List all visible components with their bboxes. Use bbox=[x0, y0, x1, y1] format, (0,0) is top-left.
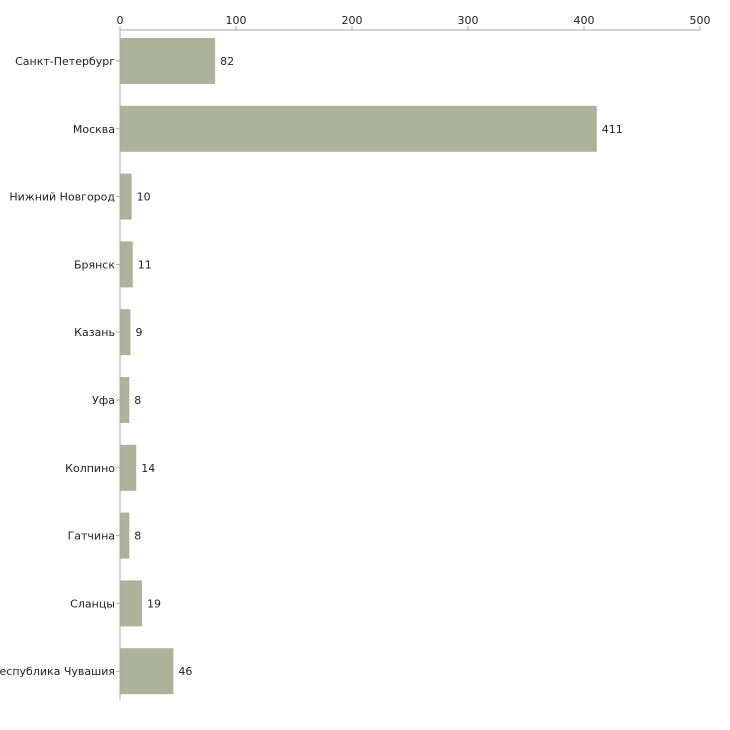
bar bbox=[120, 648, 174, 695]
x-tick-label: 500 bbox=[690, 14, 711, 27]
bar bbox=[120, 309, 131, 356]
data-label: 82 bbox=[220, 55, 234, 68]
category-label: Гатчина bbox=[68, 530, 115, 543]
category-label: Сланцы bbox=[70, 597, 115, 610]
bars bbox=[120, 38, 597, 695]
bar bbox=[120, 105, 597, 152]
data-label: 46 bbox=[178, 665, 192, 678]
x-tick-label: 200 bbox=[342, 14, 363, 27]
x-tick-label: 400 bbox=[574, 14, 595, 27]
data-label: 411 bbox=[602, 123, 623, 136]
x-tick-label: 0 bbox=[117, 14, 124, 27]
data-label: 9 bbox=[135, 326, 142, 339]
x-tick-label: 100 bbox=[226, 14, 247, 27]
bar bbox=[120, 512, 130, 559]
x-axis: 0 100 200 300 400 500 bbox=[116, 14, 711, 700]
bar bbox=[120, 38, 216, 84]
bar bbox=[120, 444, 137, 491]
data-label: 8 bbox=[134, 530, 141, 543]
data-label: 10 bbox=[137, 191, 151, 204]
labels: Санкт-Петербург 82 Москва 411 Нижний Новгоро… bbox=[0, 55, 623, 678]
category-label: Брянск bbox=[74, 258, 115, 271]
category-label: Москва bbox=[73, 123, 115, 136]
data-label: 8 bbox=[134, 394, 141, 407]
category-label: Колпино bbox=[65, 462, 115, 475]
category-label: Казань bbox=[74, 326, 115, 339]
bar bbox=[120, 173, 132, 220]
category-label: Республика Чувашия bbox=[0, 665, 115, 678]
category-label: Уфа bbox=[92, 394, 115, 407]
bar bbox=[120, 580, 143, 627]
data-label: 19 bbox=[147, 597, 161, 610]
bar bbox=[120, 377, 130, 423]
data-label: 11 bbox=[138, 258, 152, 271]
x-tick-label: 300 bbox=[458, 14, 479, 27]
data-label: 14 bbox=[141, 462, 155, 475]
category-label: Нижний Новгород bbox=[9, 191, 115, 204]
bar bbox=[120, 241, 133, 288]
category-label: Санкт-Петербург bbox=[15, 55, 115, 68]
